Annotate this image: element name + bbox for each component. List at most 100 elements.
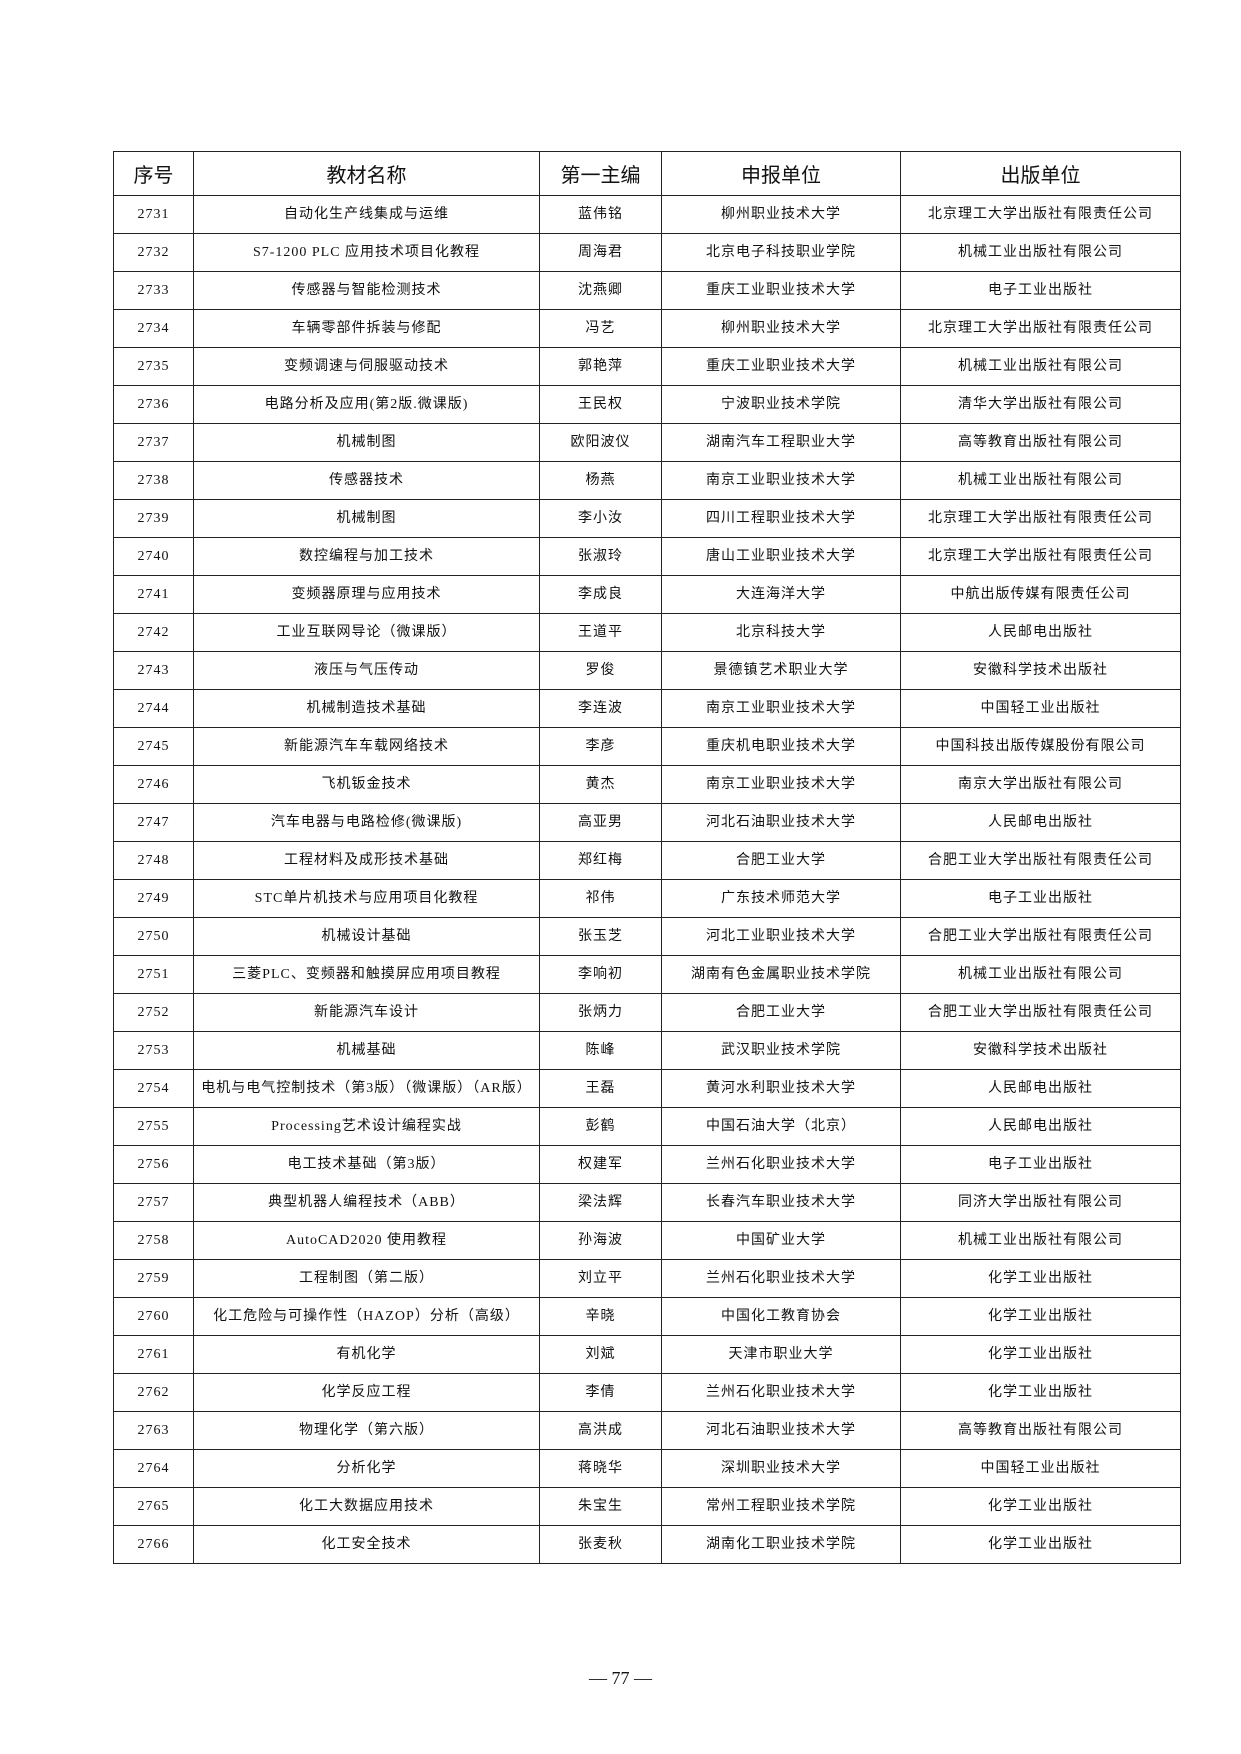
cell-title: 汽车电器与电路检修(微课版) — [193, 803, 540, 842]
cell-applicant: 中国化工教育协会 — [661, 1297, 901, 1336]
cell-title: 机械制图 — [193, 499, 540, 538]
cell-publisher: 清华大学出版社有限公司 — [900, 385, 1181, 424]
cell-title: 飞机钣金技术 — [193, 765, 540, 804]
cell-title: 新能源汽车设计 — [193, 993, 540, 1032]
cell-index: 2760 — [113, 1297, 194, 1336]
cell-index: 2735 — [113, 347, 194, 386]
cell-title: 变频器原理与应用技术 — [193, 575, 540, 614]
cell-index: 2732 — [113, 233, 194, 272]
cell-applicant: 广东技术师范大学 — [661, 879, 901, 918]
cell-title: 物理化学（第六版） — [193, 1411, 540, 1450]
cell-applicant: 重庆工业职业技术大学 — [661, 271, 901, 310]
cell-publisher: 化学工业出版社 — [900, 1525, 1181, 1564]
table-row: 2732 S7-1200 PLC 应用技术项目化教程 周海君 北京电子科技职业学院 机械… — [113, 233, 1181, 272]
cell-editor: 王磊 — [539, 1069, 662, 1108]
cell-editor: 王道平 — [539, 613, 662, 652]
cell-index: 2766 — [113, 1525, 194, 1564]
cell-index: 2734 — [113, 309, 194, 348]
cell-index: 2738 — [113, 461, 194, 500]
cell-index: 2750 — [113, 917, 194, 956]
cell-title: 液压与气压传动 — [193, 651, 540, 690]
table-row: 2765 化工大数据应用技术 朱宝生 常州工程职业技术学院 化学工业出版社 — [113, 1487, 1181, 1526]
cell-editor: 张麦秋 — [539, 1525, 662, 1564]
cell-publisher: 化学工业出版社 — [900, 1259, 1181, 1298]
cell-editor: 欧阳波仪 — [539, 423, 662, 462]
cell-publisher: 化学工业出版社 — [900, 1373, 1181, 1412]
cell-publisher: 人民邮电出版社 — [900, 1107, 1181, 1146]
header-row: 序号 教材名称 第一主编 申报单位 出版单位 — [113, 151, 1181, 196]
cell-applicant: 中国石油大学（北京） — [661, 1107, 901, 1146]
header-title: 教材名称 — [193, 151, 540, 196]
cell-applicant: 黄河水利职业技术大学 — [661, 1069, 901, 1108]
cell-title: 传感器技术 — [193, 461, 540, 500]
table-row: 2758 AutoCAD2020 使用教程 孙海波 中国矿业大学 机械工业出版社有限公司 — [113, 1221, 1181, 1260]
cell-title: 三菱PLC、变频器和触摸屏应用项目教程 — [193, 955, 540, 994]
cell-publisher: 高等教育出版社有限公司 — [900, 1411, 1181, 1450]
cell-editor: 高洪成 — [539, 1411, 662, 1450]
table-row: 2763 物理化学（第六版） 高洪成 河北石油职业技术大学 高等教育出版社有限公司 — [113, 1411, 1181, 1450]
cell-index: 2759 — [113, 1259, 194, 1298]
cell-title: 化工大数据应用技术 — [193, 1487, 540, 1526]
table-row: 2747 汽车电器与电路检修(微课版) 高亚男 河北石油职业技术大学 人民邮电出版社 — [113, 803, 1181, 842]
cell-editor: 高亚男 — [539, 803, 662, 842]
cell-editor: 罗俊 — [539, 651, 662, 690]
cell-publisher: 电子工业出版社 — [900, 1145, 1181, 1184]
table-row: 2749 STC单片机技术与应用项目化教程 祁伟 广东技术师范大学 电子工业出版社 — [113, 879, 1181, 918]
cell-publisher: 化学工业出版社 — [900, 1335, 1181, 1374]
cell-editor: 李响初 — [539, 955, 662, 994]
cell-editor: 周海君 — [539, 233, 662, 272]
table-row: 2766 化工安全技术 张麦秋 湖南化工职业技术学院 化学工业出版社 — [113, 1525, 1181, 1564]
cell-editor: 刘立平 — [539, 1259, 662, 1298]
cell-editor: 张淑玲 — [539, 537, 662, 576]
cell-index: 2751 — [113, 955, 194, 994]
cell-index: 2748 — [113, 841, 194, 880]
table-row: 2736 电路分析及应用(第2版.微课版) 王民权 宁波职业技术学院 清华大学出版社有限… — [113, 385, 1181, 424]
cell-title: 工程材料及成形技术基础 — [193, 841, 540, 880]
cell-publisher: 化学工业出版社 — [900, 1487, 1181, 1526]
cell-publisher: 机械工业出版社有限公司 — [900, 347, 1181, 386]
cell-applicant: 中国矿业大学 — [661, 1221, 901, 1260]
cell-publisher: 中国轻工业出版社 — [900, 1449, 1181, 1488]
header-applicant: 申报单位 — [661, 151, 901, 196]
cell-publisher: 中国轻工业出版社 — [900, 689, 1181, 728]
cell-applicant: 长春汽车职业技术大学 — [661, 1183, 901, 1222]
cell-index: 2739 — [113, 499, 194, 538]
cell-applicant: 深圳职业技术大学 — [661, 1449, 901, 1488]
table-row: 2735 变频调速与伺服驱动技术 郭艳萍 重庆工业职业技术大学 机械工业出版社有限公司 — [113, 347, 1181, 386]
cell-applicant: 唐山工业职业技术大学 — [661, 537, 901, 576]
cell-applicant: 柳州职业技术大学 — [661, 195, 901, 234]
cell-applicant: 重庆工业职业技术大学 — [661, 347, 901, 386]
cell-editor: 杨燕 — [539, 461, 662, 500]
cell-editor: 李连波 — [539, 689, 662, 728]
cell-index: 2747 — [113, 803, 194, 842]
table-row: 2759 工程制图（第二版） 刘立平 兰州石化职业技术大学 化学工业出版社 — [113, 1259, 1181, 1298]
cell-applicant: 湖南化工职业技术学院 — [661, 1525, 901, 1564]
cell-publisher: 同济大学出版社有限公司 — [900, 1183, 1181, 1222]
cell-title: Processing艺术设计编程实战 — [193, 1107, 540, 1146]
cell-applicant: 南京工业职业技术大学 — [661, 765, 901, 804]
cell-editor: 李成良 — [539, 575, 662, 614]
header-publisher: 出版单位 — [900, 151, 1181, 196]
table-row: 2762 化学反应工程 李倩 兰州石化职业技术大学 化学工业出版社 — [113, 1373, 1181, 1412]
table-row: 2739 机械制图 李小汝 四川工程职业技术大学 北京理工大学出版社有限责任公司 — [113, 499, 1181, 538]
cell-applicant: 河北石油职业技术大学 — [661, 1411, 901, 1450]
cell-applicant: 武汉职业技术学院 — [661, 1031, 901, 1070]
cell-applicant: 北京科技大学 — [661, 613, 901, 652]
cell-applicant: 北京电子科技职业学院 — [661, 233, 901, 272]
cell-publisher: 电子工业出版社 — [900, 879, 1181, 918]
cell-publisher: 合肥工业大学出版社有限责任公司 — [900, 917, 1181, 956]
cell-editor: 张炳力 — [539, 993, 662, 1032]
cell-applicant: 常州工程职业技术学院 — [661, 1487, 901, 1526]
cell-index: 2745 — [113, 727, 194, 766]
cell-title: 车辆零部件拆装与修配 — [193, 309, 540, 348]
table-row: 2738 传感器技术 杨燕 南京工业职业技术大学 机械工业出版社有限公司 — [113, 461, 1181, 500]
cell-title: 化工安全技术 — [193, 1525, 540, 1564]
cell-publisher: 机械工业出版社有限公司 — [900, 1221, 1181, 1260]
cell-editor: 黄杰 — [539, 765, 662, 804]
cell-applicant: 兰州石化职业技术大学 — [661, 1373, 901, 1412]
table-row: 2754 电机与电气控制技术（第3版）（微课版）（AR版） 王磊 黄河水利职业技术大学… — [113, 1069, 1181, 1108]
table-row: 2744 机械制造技术基础 李连波 南京工业职业技术大学 中国轻工业出版社 — [113, 689, 1181, 728]
cell-editor: 王民权 — [539, 385, 662, 424]
cell-editor: 郭艳萍 — [539, 347, 662, 386]
cell-publisher: 机械工业出版社有限公司 — [900, 955, 1181, 994]
